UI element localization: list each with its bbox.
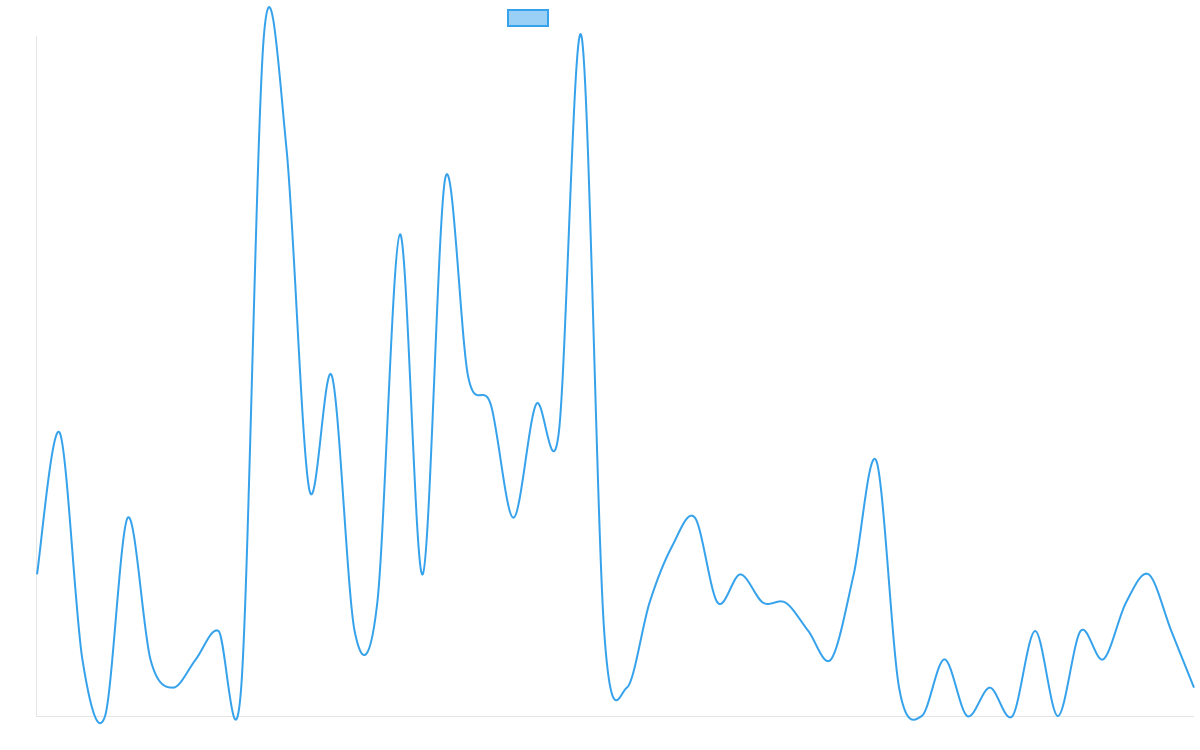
data-line [36, 6, 1195, 725]
legend-swatch [507, 9, 549, 27]
